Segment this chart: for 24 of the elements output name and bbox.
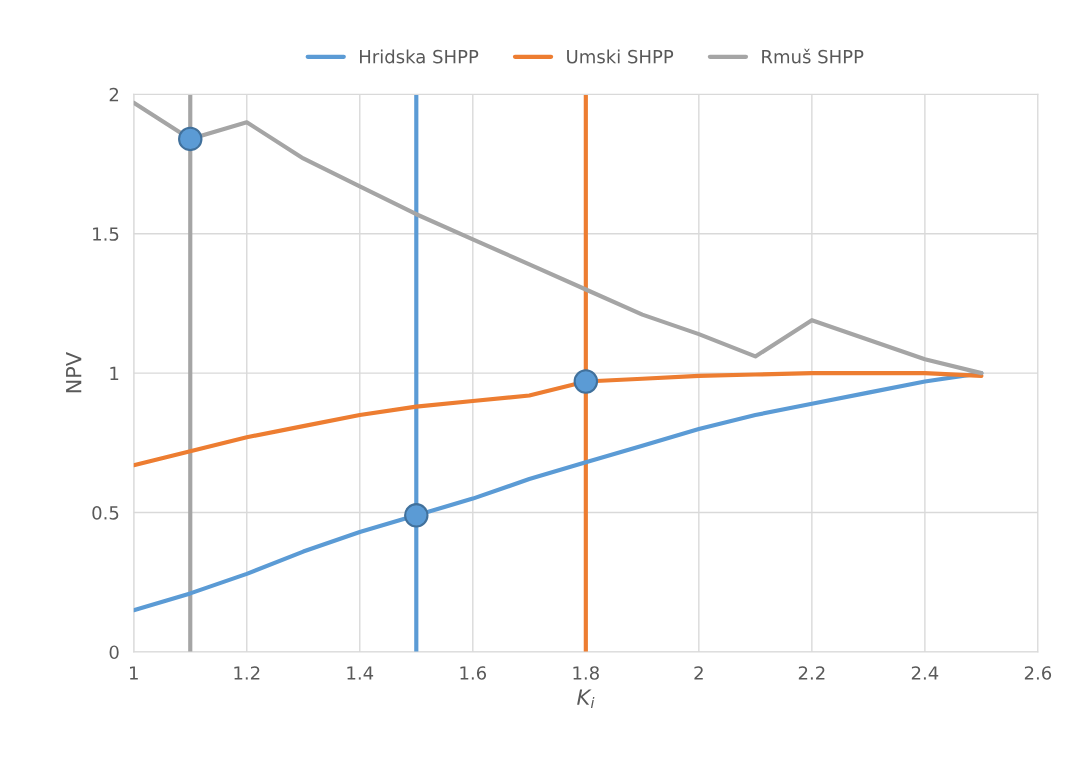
y-tick-label: 1.5 [93,227,119,241]
x-tick-label: 2.6 [1024,666,1052,680]
x-tick-label: 1.4 [347,666,374,680]
x-tick-label: 1.8 [573,666,599,680]
point [404,503,429,528]
x-tick-label: 2.4 [911,666,939,680]
x-tick-label: 2 [694,666,703,680]
y-axis-title: NPV [66,352,82,393]
line-series [133,100,984,376]
legend-label: Rmuš SHPP [762,48,864,64]
x-tick-label: 1.2 [234,666,260,680]
x-tick-label: 2.2 [798,666,825,680]
x-axis-title: K$_{i}$ [577,689,595,709]
y-tick-label: 2 [109,87,119,102]
y-tick-label: 0 [109,645,119,660]
y-tick-label: 0.5 [92,506,119,520]
legend-label: Hridska SHPP [360,49,479,64]
legend-label: Umski SHPP [567,49,674,64]
line-series [133,371,984,468]
y-tick-label: 1 [110,366,119,381]
point [178,126,203,152]
x-tick-label: 1 [129,666,138,680]
x-tick-label: 1.6 [460,666,487,680]
point [573,369,599,394]
